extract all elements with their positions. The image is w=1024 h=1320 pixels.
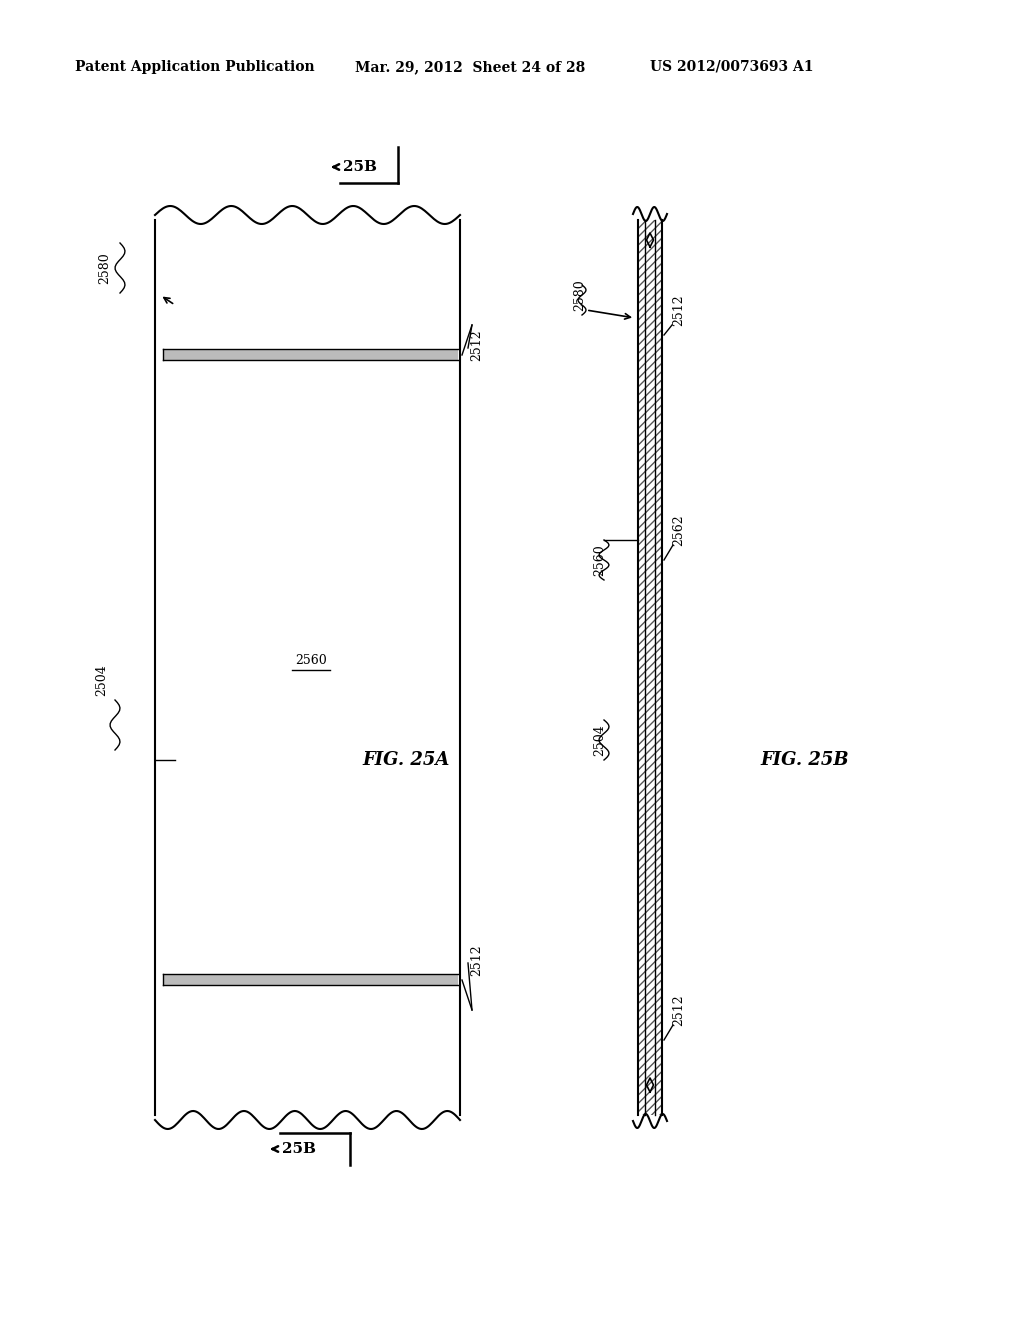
- Text: 2560: 2560: [295, 653, 327, 667]
- Text: 2512: 2512: [672, 994, 685, 1026]
- Text: Mar. 29, 2012  Sheet 24 of 28: Mar. 29, 2012 Sheet 24 of 28: [355, 59, 586, 74]
- Text: 2562: 2562: [672, 515, 685, 545]
- Text: 2512: 2512: [672, 294, 685, 326]
- Text: FIG. 25A: FIG. 25A: [362, 751, 450, 770]
- Text: 25B: 25B: [282, 1142, 316, 1156]
- Text: 25B: 25B: [343, 160, 377, 174]
- Text: 2504: 2504: [594, 725, 606, 756]
- Text: 2504: 2504: [95, 664, 109, 696]
- Text: US 2012/0073693 A1: US 2012/0073693 A1: [650, 59, 813, 74]
- Bar: [638, 220, 662, 1115]
- Text: 2512: 2512: [470, 944, 483, 975]
- Text: 2560: 2560: [594, 544, 606, 576]
- Text: FIG. 25B: FIG. 25B: [760, 751, 849, 770]
- Text: 2580: 2580: [573, 279, 587, 312]
- Text: Patent Application Publication: Patent Application Publication: [75, 59, 314, 74]
- Text: 2512: 2512: [470, 329, 483, 360]
- Text: 2580: 2580: [98, 252, 112, 284]
